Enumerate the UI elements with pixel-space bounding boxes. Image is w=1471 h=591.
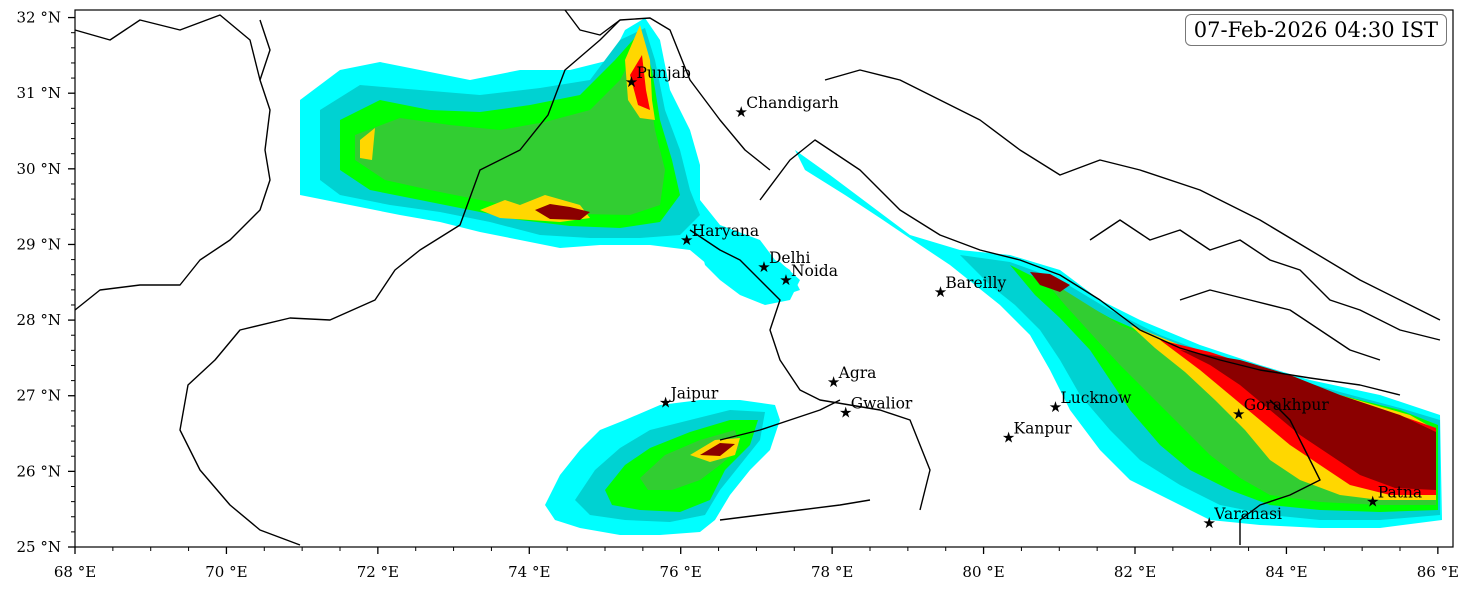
star-icon: ★	[680, 231, 693, 249]
city-marker-gwalior: ★Gwalior	[839, 394, 913, 421]
state-boundary-3	[719, 399, 841, 441]
star-icon: ★	[625, 73, 638, 91]
city-label: Kanpur	[1014, 419, 1073, 437]
state-boundary-4	[719, 499, 871, 521]
star-icon: ★	[757, 258, 770, 276]
city-label: Lucknow	[1061, 389, 1133, 407]
state-boundary-1	[564, 9, 771, 171]
city-marker-varanasi: ★Varanasi	[1202, 505, 1282, 532]
city-label: Delhi	[769, 249, 811, 267]
city-marker-delhi: ★Delhi	[757, 249, 810, 276]
lon-tick-label: 74 °E	[508, 563, 550, 581]
lon-tick-label: 70 °E	[205, 563, 247, 581]
axes-layer: 68 °E 70 °E 72 °E 74 °E 76 °E 78 °E 80 °E 82 °E…	[17, 9, 1459, 581]
pakistan-india-border	[179, 19, 621, 546]
city-marker-bareilly: ★Bareilly	[934, 274, 1007, 301]
city-label: Jaipur	[669, 385, 719, 403]
lat-tick-label: 32 °N	[17, 9, 61, 27]
city-label: Haryana	[692, 222, 759, 240]
east-boundary-2	[1179, 289, 1381, 361]
city-label: Punjab	[637, 64, 691, 82]
city-label: Patna	[1378, 484, 1422, 502]
city-marker-noida: ★Noida	[779, 262, 838, 289]
city-marker-gorakhpur: ★Gorakhpur	[1232, 396, 1329, 423]
lon-tick-label: 78 °E	[811, 563, 853, 581]
city-marker-lucknow: ★Lucknow	[1049, 389, 1132, 416]
star-icon: ★	[779, 271, 792, 289]
field-punjab-l4	[355, 42, 665, 215]
star-icon: ★	[934, 283, 947, 301]
field-punjab-l5c	[360, 128, 375, 160]
lat-tick-label: 27 °N	[17, 387, 61, 405]
city-markers-layer: ★Punjab★Chandigarh★Haryana★Delhi★Noida★B…	[625, 64, 1422, 532]
star-icon: ★	[1202, 514, 1215, 532]
timestamp-label: 07-Feb-2026 04:30 IST	[1184, 14, 1447, 46]
field-east-l7b	[1030, 272, 1070, 292]
city-marker-jaipur: ★Jaipur	[659, 385, 719, 412]
star-icon: ★	[827, 373, 840, 391]
boundary-layer	[74, 9, 1441, 546]
plot-frame	[74, 9, 1454, 548]
nepal-north-border	[824, 69, 1441, 321]
field-raj-l7	[700, 443, 735, 456]
city-marker-punjab: ★Punjab	[625, 64, 691, 91]
lat-tick-label: 31 °N	[17, 84, 61, 102]
city-marker-kanpur: ★Kanpur	[1002, 419, 1072, 446]
lon-tick-label: 84 °E	[1265, 563, 1307, 581]
city-label: Noida	[791, 262, 838, 280]
lon-tick-label: 68 °E	[54, 563, 96, 581]
city-marker-agra: ★Agra	[827, 364, 877, 391]
city-marker-chandigarh: ★Chandigarh	[735, 94, 839, 121]
star-icon: ★	[1366, 493, 1379, 511]
west-boundary	[74, 19, 271, 311]
north-west-boundary	[74, 14, 261, 81]
lat-tick-label: 28 °N	[17, 311, 61, 329]
star-icon: ★	[1002, 428, 1015, 446]
state-boundary-2	[689, 229, 931, 511]
lat-tick-label: 29 °N	[17, 235, 61, 253]
star-icon: ★	[839, 403, 852, 421]
india-nepal-border	[759, 139, 1401, 396]
field-punjab-l6	[630, 55, 650, 110]
lon-tick-label: 86 °E	[1417, 563, 1459, 581]
city-label: Gwalior	[851, 394, 913, 412]
star-icon: ★	[1049, 398, 1062, 416]
east-boundary-1	[1089, 219, 1441, 341]
lon-tick-label: 76 °E	[660, 563, 702, 581]
lat-tick-label: 30 °N	[17, 160, 61, 178]
lon-tick-label: 80 °E	[962, 563, 1004, 581]
city-label: Varanasi	[1213, 505, 1282, 523]
city-marker-patna: ★Patna	[1366, 484, 1422, 511]
city-label: Agra	[838, 364, 877, 382]
field-east-l7	[1180, 350, 1436, 490]
lon-tick-label: 72 °E	[357, 563, 399, 581]
star-icon: ★	[659, 394, 672, 412]
lon-tick-label: 82 °E	[1114, 563, 1156, 581]
field-delhi-l1	[700, 245, 800, 305]
city-marker-haryana: ★Haryana	[680, 222, 759, 249]
star-icon: ★	[735, 103, 748, 121]
lat-tick-label: 26 °N	[17, 462, 61, 480]
state-boundary-5	[1239, 399, 1321, 545]
city-label: Bareilly	[945, 274, 1006, 292]
lat-tick-label: 25 °N	[17, 538, 61, 556]
intensity-field-layer	[300, 18, 1442, 535]
city-label: Gorakhpur	[1244, 396, 1330, 414]
field-punjab-l7	[535, 204, 590, 220]
star-icon: ★	[1232, 405, 1245, 423]
city-label: Chandigarh	[746, 94, 839, 112]
